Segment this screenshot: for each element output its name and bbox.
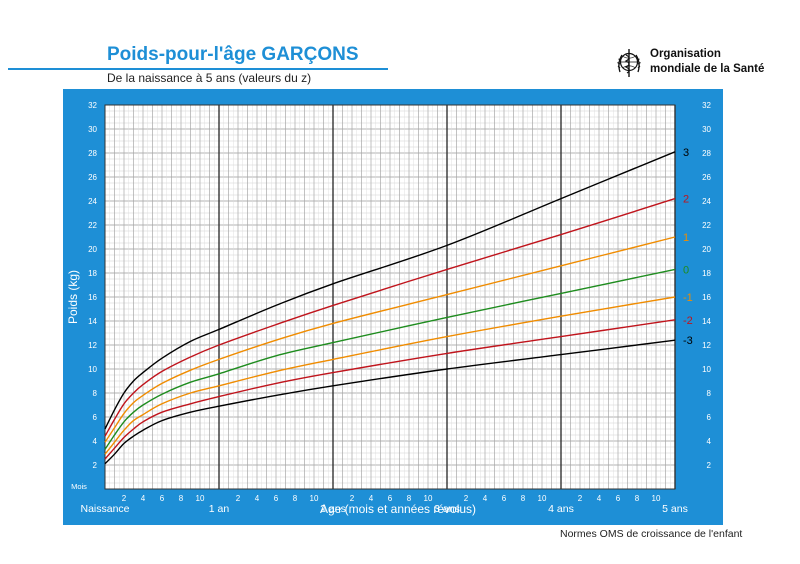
series-label-z2: 2 — [683, 194, 689, 206]
x-tick-label: 4 — [369, 494, 374, 503]
y-tick-label-right: 14 — [702, 317, 711, 326]
y-tick-label: 24 — [88, 197, 97, 206]
x-major-label: 3 ans — [434, 503, 460, 515]
x-tick-label: 8 — [179, 494, 184, 503]
y-tick-label-right: 22 — [702, 221, 711, 230]
x-tick-label: 10 — [538, 494, 547, 503]
x-major-label: 5 ans — [662, 503, 688, 515]
series-line-z1 — [104, 236, 676, 443]
z-score-curves — [104, 151, 676, 465]
x-major-label: 4 ans — [548, 503, 574, 515]
y-tick-label: 30 — [88, 125, 97, 134]
y-tick-label-right: 6 — [707, 413, 712, 422]
footer-note: Normes OMS de croissance de l'enfant — [560, 528, 743, 540]
who-name-line2: mondiale de la Santé — [650, 63, 765, 75]
y-tick-label-right: 4 — [707, 437, 712, 446]
x-tick-label: 10 — [424, 494, 433, 503]
y-tick-label-right: 20 — [702, 245, 711, 254]
x-tick-label: 6 — [274, 494, 279, 503]
y-tick-label: 18 — [88, 269, 97, 278]
x-axis-title: Age (mois et années révolus) — [320, 502, 476, 516]
x-tick-label: 8 — [293, 494, 298, 503]
x-tick-label: 10 — [196, 494, 205, 503]
y-tick-label: 8 — [93, 389, 98, 398]
series-line-z-1 — [104, 296, 676, 455]
x-tick-label: 8 — [407, 494, 412, 503]
x-major-label: 2 ans — [320, 503, 346, 515]
x-tick-label: 4 — [483, 494, 488, 503]
series-line-z-3 — [104, 339, 676, 465]
title-underline — [8, 68, 388, 70]
series-label-z-3: -3 — [683, 335, 693, 347]
x-tick-label: 8 — [521, 494, 526, 503]
y-tick-label: 12 — [88, 341, 97, 350]
x-tick-label: 2 — [122, 494, 127, 503]
x-tick-label: 2 — [464, 494, 469, 503]
y-tick-label-right: 18 — [702, 269, 711, 278]
x-unit-label: Mois — [71, 482, 87, 491]
y-tick-label-right: 28 — [702, 149, 711, 158]
x-tick-label: 4 — [255, 494, 260, 503]
y-tick-label-right: 32 — [702, 101, 711, 110]
y-tick-label-right: 30 — [702, 125, 711, 134]
y-tick-label: 2 — [93, 461, 98, 470]
x-tick-label: 6 — [160, 494, 165, 503]
y-tick-label-right: 26 — [702, 173, 711, 182]
series-label-z3: 3 — [683, 147, 689, 159]
y-tick-label-right: 8 — [707, 389, 712, 398]
who-name: Organisation mondiale de la Santé — [650, 47, 764, 77]
x-tick-label: 6 — [388, 494, 393, 503]
page-title: Poids-pour-l'âge GARÇONS — [107, 44, 359, 65]
page-subtitle: De la naissance à 5 ans (valeurs du z) — [107, 71, 312, 85]
y-tick-label: 32 — [88, 101, 97, 110]
series-label-z1: 1 — [683, 232, 689, 244]
x-tick-label: 2 — [578, 494, 583, 503]
y-tick-label: 28 — [88, 149, 97, 158]
y-tick-label-right: 10 — [702, 365, 711, 374]
x-major-label: Naissance — [80, 503, 129, 515]
y-tick-label: 26 — [88, 173, 97, 182]
x-tick-label: 4 — [597, 494, 602, 503]
x-tick-label: 6 — [502, 494, 507, 503]
series-line-z3 — [104, 151, 676, 430]
x-tick-label: 4 — [141, 494, 146, 503]
series-line-z-2 — [104, 319, 676, 460]
y-tick-label: 6 — [93, 413, 98, 422]
x-tick-label: 8 — [635, 494, 640, 503]
x-tick-label: 10 — [310, 494, 319, 503]
y-tick-label-right: 2 — [707, 461, 712, 470]
series-label-z0: 0 — [683, 264, 689, 276]
z-score-labels: 3 2 1 0 -1 -2 -3 — [683, 147, 693, 347]
who-emblem-icon — [617, 49, 641, 77]
who-name-line1: Organisation — [650, 48, 721, 60]
y-tick-label: 22 — [88, 221, 97, 230]
y-tick-label: 16 — [88, 293, 97, 302]
y-tick-label: 10 — [88, 365, 97, 374]
x-major-label: 1 an — [209, 503, 230, 515]
y-axis-title: Poids (kg) — [66, 270, 80, 324]
who-logo: Organisation mondiale de la Santé — [612, 44, 782, 82]
y-tick-label-right: 16 — [702, 293, 711, 302]
x-tick-label: 10 — [652, 494, 661, 503]
y-tick-label-right: 12 — [702, 341, 711, 350]
x-axis: 2 4 6 8 10 2 4 6 8 10 2 4 6 8 10 2 4 6 8 10 2 4 6 8 10 Naissance 1… — [80, 494, 687, 515]
x-tick-label: 6 — [616, 494, 621, 503]
x-tick-label: 2 — [236, 494, 241, 503]
y-tick-label: 20 — [88, 245, 97, 254]
series-line-z0 — [104, 268, 676, 450]
series-label-z-1: -1 — [683, 292, 693, 304]
y-tick-label-right: 24 — [702, 197, 711, 206]
y-tick-label: 14 — [88, 317, 97, 326]
series-line-z2 — [104, 197, 676, 437]
chart-frame: 3 2 1 0 -1 -2 -3 2 4 6 8 10 12 14 16 18 20 22 24 26 28 30 32 … — [63, 89, 723, 525]
plot-grid — [104, 104, 676, 490]
series-label-z-2: -2 — [683, 315, 693, 327]
y-tick-label: 4 — [93, 437, 98, 446]
x-tick-label: 2 — [350, 494, 355, 503]
